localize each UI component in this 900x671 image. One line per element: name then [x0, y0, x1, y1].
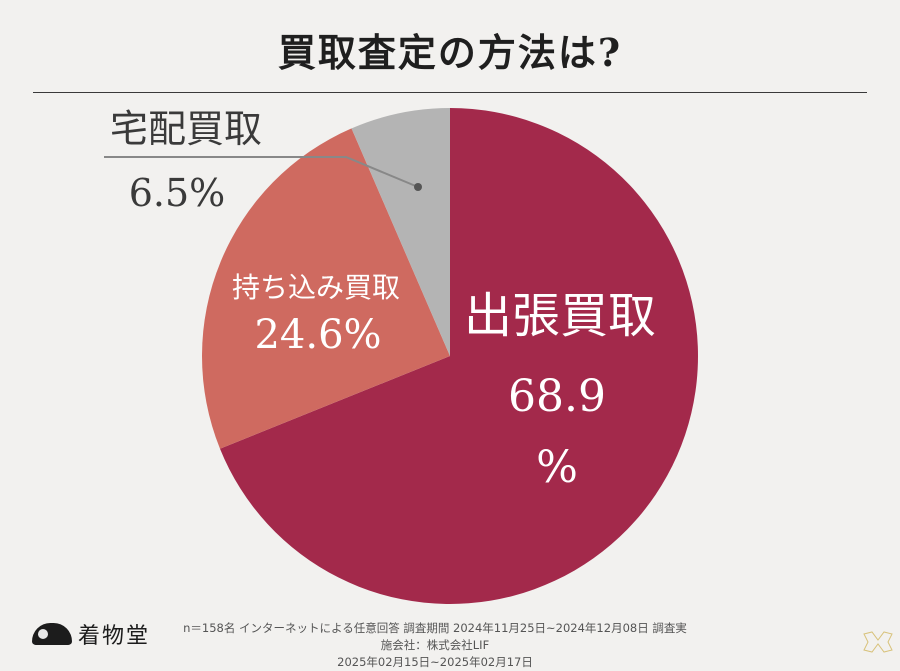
fan-logo-icon	[32, 623, 72, 645]
pie-chart: 出張買取 68.9 % 持ち込み買取 24.6% 宅配買取 6.5%	[104, 107, 699, 605]
brand-name: 着物堂	[78, 624, 151, 649]
footnote-line-1: n＝158名 インターネットによる任意回答 調査期間 2024年11月25日~2…	[183, 621, 687, 652]
slice-shutcho	[219, 108, 699, 605]
slice-label-mochikomi: 持ち込み買取	[232, 271, 400, 304]
footnote-line-2: 2025年02月15日~2025年02月17日	[337, 655, 533, 669]
brand-logo: 着物堂	[32, 618, 150, 650]
slice-mochikomi	[201, 128, 450, 449]
slice-value-mochikomi: 24.6%	[254, 312, 381, 358]
title-divider	[33, 92, 867, 93]
slice-unit-shutcho: %	[536, 442, 578, 493]
slice-value-takuhai: 6.5%	[129, 171, 226, 215]
chart-title: 買取査定の方法は?	[277, 30, 623, 75]
survey-footnote: n＝158名 インターネットによる任意回答 調査期間 2024年11月25日~2…	[180, 620, 690, 671]
flower-decoration-icon	[863, 631, 893, 653]
leader-line	[104, 156, 419, 188]
slice-label-shutcho: 出張買取	[464, 288, 656, 344]
slice-label-takuhai: 宅配買取	[110, 107, 262, 151]
slice-value-shutcho: 68.9	[508, 371, 606, 422]
leader-dot	[414, 183, 422, 191]
